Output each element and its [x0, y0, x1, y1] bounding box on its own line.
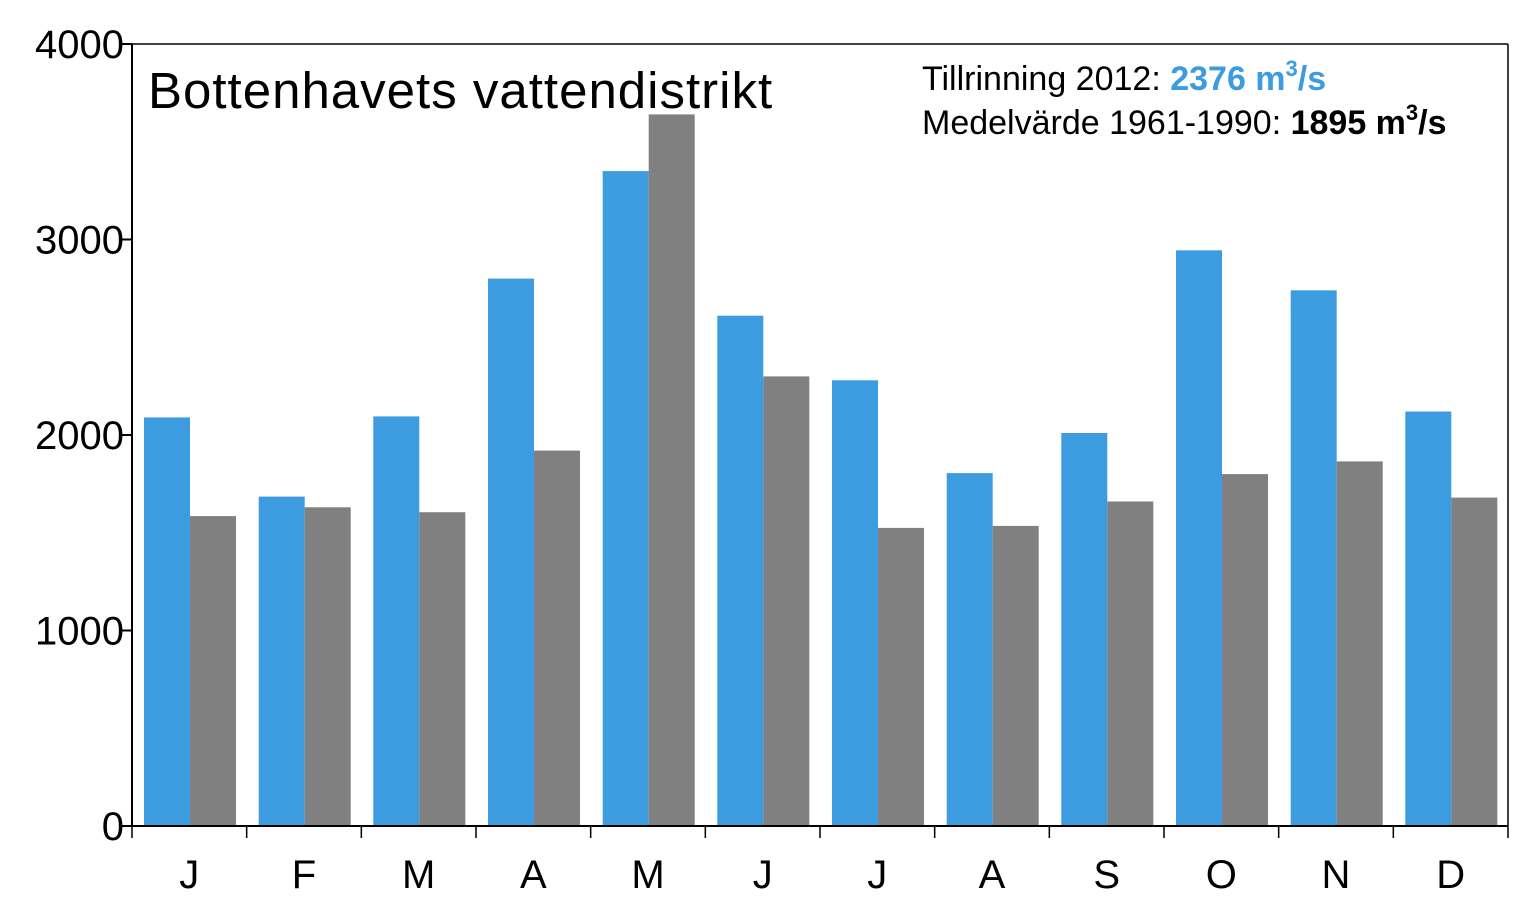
- y-tick-label: 0: [102, 805, 124, 849]
- legend-value-2012: 2376 m: [1170, 60, 1285, 98]
- bar-medelvarde-5: [648, 114, 695, 826]
- x-tick-label: M: [402, 853, 435, 897]
- x-tick-label: N: [1322, 853, 1351, 897]
- bar-medelvarde-2: [304, 507, 351, 826]
- bar-tillrinning-2012-12: [1405, 411, 1452, 826]
- bar-tillrinning-2012-6: [717, 315, 764, 826]
- bars-group: [144, 114, 1498, 827]
- y-tick-label: 2000: [35, 414, 124, 458]
- chart-title: Bottenhavets vattendistrikt: [148, 62, 773, 119]
- bar-tillrinning-2012-5: [602, 171, 649, 827]
- x-tick-label: A: [520, 853, 547, 897]
- legend-value-mean: 1895 m: [1291, 104, 1406, 142]
- bar-medelvarde-6: [763, 376, 810, 826]
- bar-tillrinning-2012-11: [1290, 290, 1337, 826]
- legend-unit-sup-mean: 3: [1406, 100, 1418, 125]
- bar-tillrinning-2012-10: [1176, 250, 1222, 827]
- bar-medelvarde-7: [878, 527, 924, 826]
- bar-medelvarde-4: [534, 450, 580, 826]
- bar-tillrinning-2012-3: [373, 416, 420, 826]
- legend-label-mean: Medelvärde 1961-1990:: [922, 104, 1291, 142]
- axes-group: 0 1000 2000 3000 4000 J F M A M J J A S O N D: [35, 23, 1509, 897]
- legend-unit-tail-2012: /s: [1298, 60, 1326, 98]
- y-tick-label: 4000: [35, 23, 124, 67]
- x-tick-label: D: [1436, 853, 1465, 897]
- x-tick-label: M: [631, 853, 664, 897]
- bar-medelvarde-8: [992, 525, 1039, 826]
- x-tick-label: O: [1206, 853, 1237, 897]
- x-tick-label: J: [179, 853, 199, 897]
- bar-tillrinning-2012-2: [258, 496, 305, 826]
- bar-medelvarde-3: [419, 512, 466, 826]
- x-tick-label: A: [979, 853, 1006, 897]
- bar-medelvarde-1: [190, 516, 236, 826]
- x-tick-label: J: [753, 853, 773, 897]
- bar-medelvarde-11: [1336, 461, 1383, 826]
- y-tick-label: 3000: [35, 219, 124, 263]
- bar-tillrinning-2012-7: [832, 380, 878, 826]
- bar-medelvarde-9: [1107, 501, 1154, 826]
- legend-label-2012: Tillrinning 2012:: [922, 60, 1170, 98]
- bar-medelvarde-12: [1451, 497, 1498, 826]
- bar-tillrinning-2012-8: [946, 473, 993, 826]
- legend-series-mean: Medelvärde 1961-1990: 1895 m3/s: [922, 100, 1447, 142]
- x-tick-label: J: [867, 853, 887, 897]
- bar-tillrinning-2012-1: [144, 417, 190, 826]
- bar-medelvarde-10: [1222, 474, 1268, 826]
- legend-series-2012: Tillrinning 2012: 2376 m3/s: [922, 56, 1326, 98]
- legend-unit-sup-2012: 3: [1286, 56, 1298, 81]
- bar-tillrinning-2012-9: [1061, 433, 1108, 826]
- bar-tillrinning-2012-4: [488, 278, 534, 827]
- x-tick-label: S: [1093, 853, 1120, 897]
- legend-unit-tail-mean: /s: [1418, 104, 1446, 142]
- y-tick-label: 1000: [35, 610, 124, 654]
- x-tick-label: F: [292, 853, 316, 897]
